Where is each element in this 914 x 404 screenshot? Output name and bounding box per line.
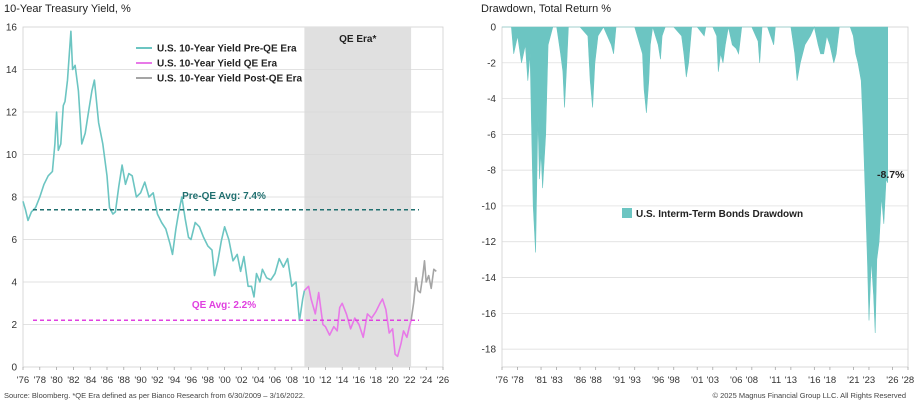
right-x-tick-label: '86: [574, 375, 586, 386]
right-x-tick-label: '11: [769, 375, 781, 386]
left-x-tick-label: '04: [252, 375, 264, 386]
right-x-tick-label: '03: [707, 375, 719, 386]
legend-label-1: U.S. 10-Year Yield QE Era: [157, 59, 278, 70]
legend-label-0: U.S. 10-Year Yield Pre-QE Era: [157, 44, 297, 55]
right-plot-area: [501, 26, 909, 368]
left-x-tick-label: '18: [370, 375, 382, 386]
right-x-tick-label: '23: [863, 375, 875, 386]
drawdown-legend-swatch: [622, 208, 632, 218]
left-x-tick-label: '10: [302, 375, 314, 386]
drawdown-legend-label: U.S. Interm-Term Bonds Drawdown: [636, 209, 803, 220]
right-x-tick-label: '76: [496, 375, 508, 386]
right-y-tick-label: -12: [482, 237, 497, 248]
right-x-tick-label: '93: [629, 375, 641, 386]
left-y-tick-label: 8: [11, 193, 17, 204]
right-y-tick-label: -8: [487, 166, 496, 177]
right-x-tick-label: '98: [668, 375, 680, 386]
left-x-tick-label: '26: [437, 375, 449, 386]
right-y-tick-label: 0: [490, 23, 496, 34]
right-x-tick-label: '21: [847, 375, 859, 386]
left-y-tick-label: 4: [11, 278, 17, 289]
left-y-tick-label: 14: [6, 65, 18, 76]
left-x-tick-label: '06: [269, 375, 281, 386]
left-y-tick-label: 0: [11, 363, 17, 374]
right-y-tick-label: -6: [487, 130, 496, 141]
left-x-tick-label: '88: [118, 375, 130, 386]
right-x-tick-label: '16: [808, 375, 820, 386]
qe-era-label: QE Era*: [339, 34, 376, 45]
left-x-tick-label: '20: [386, 375, 398, 386]
left-x-tick-label: '92: [151, 375, 163, 386]
left-y-tick-label: 10: [6, 150, 18, 161]
left-x-tick-label: '82: [67, 375, 79, 386]
right-x-tick-label: '06: [730, 375, 742, 386]
right-chart-title: Drawdown, Total Return %: [481, 3, 612, 15]
right-x-tick-label: '91: [613, 375, 625, 386]
source-footnote: Source: Bloomberg. *QE Era defined as pe…: [4, 391, 306, 400]
right-x-tick-label: '81: [535, 375, 547, 386]
yield-series-line-2: [410, 260, 437, 321]
left-chart-title: 10-Year Treasury Yield, %: [4, 3, 131, 15]
left-x-tick-label: '94: [168, 375, 180, 386]
right-x-tick-label: '01: [691, 375, 703, 386]
right-y-tick-label: -18: [482, 345, 497, 356]
right-x-tick-label: '18: [824, 375, 836, 386]
right-x-tick-label: '78: [511, 375, 523, 386]
left-x-tick-label: '16: [353, 375, 365, 386]
reference-line-label-1: QE Avg: 2.2%: [192, 300, 256, 311]
yield-series-line-0: [22, 30, 306, 322]
left-x-tick-label: '22: [403, 375, 415, 386]
left-x-tick-label: '78: [34, 375, 46, 386]
left-x-tick-label: '98: [202, 375, 214, 386]
left-x-tick-label: '12: [319, 375, 331, 386]
right-x-tick-label: '26: [886, 375, 898, 386]
reference-line-label-0: Pre-QE Avg: 7.4%: [182, 191, 266, 202]
drawdown-area: [502, 26, 888, 334]
right-y-tick-label: -16: [482, 309, 497, 320]
left-y-tick-label: 12: [6, 108, 18, 119]
left-y-tick-label: 16: [6, 23, 18, 34]
left-x-tick-label: '86: [101, 375, 113, 386]
left-x-tick-label: '14: [336, 375, 348, 386]
right-y-tick-label: -2: [487, 58, 496, 69]
copyright-footnote: © 2025 Magnus Financial Group LLC. All R…: [712, 391, 906, 400]
left-x-tick-label: '02: [235, 375, 247, 386]
legend-label-2: U.S. 10-Year Yield Post-QE Era: [157, 74, 303, 85]
yield-series-line-1: [303, 285, 412, 358]
left-x-tick-label: '08: [286, 375, 298, 386]
right-x-tick-label: '83: [550, 375, 562, 386]
left-x-tick-label: '00: [218, 375, 230, 386]
left-y-tick-label: 6: [11, 235, 17, 246]
left-x-tick-label: '24: [420, 375, 432, 386]
left-x-tick-label: '96: [185, 375, 197, 386]
right-x-tick-label: '96: [652, 375, 664, 386]
latest-drawdown-annotation: -8.7%: [877, 169, 905, 181]
right-x-tick-label: '88: [589, 375, 601, 386]
right-y-tick-label: -4: [487, 94, 496, 105]
right-y-tick-label: -10: [482, 201, 497, 212]
left-x-tick-label: '90: [134, 375, 146, 386]
left-x-tick-label: '76: [17, 375, 29, 386]
right-y-tick-label: -14: [482, 273, 497, 284]
right-x-tick-label: '13: [785, 375, 797, 386]
left-x-tick-label: '80: [50, 375, 62, 386]
left-y-tick-label: 2: [11, 320, 17, 331]
left-x-tick-label: '84: [84, 375, 96, 386]
right-x-tick-label: '08: [746, 375, 758, 386]
right-x-tick-label: '28: [902, 375, 914, 386]
